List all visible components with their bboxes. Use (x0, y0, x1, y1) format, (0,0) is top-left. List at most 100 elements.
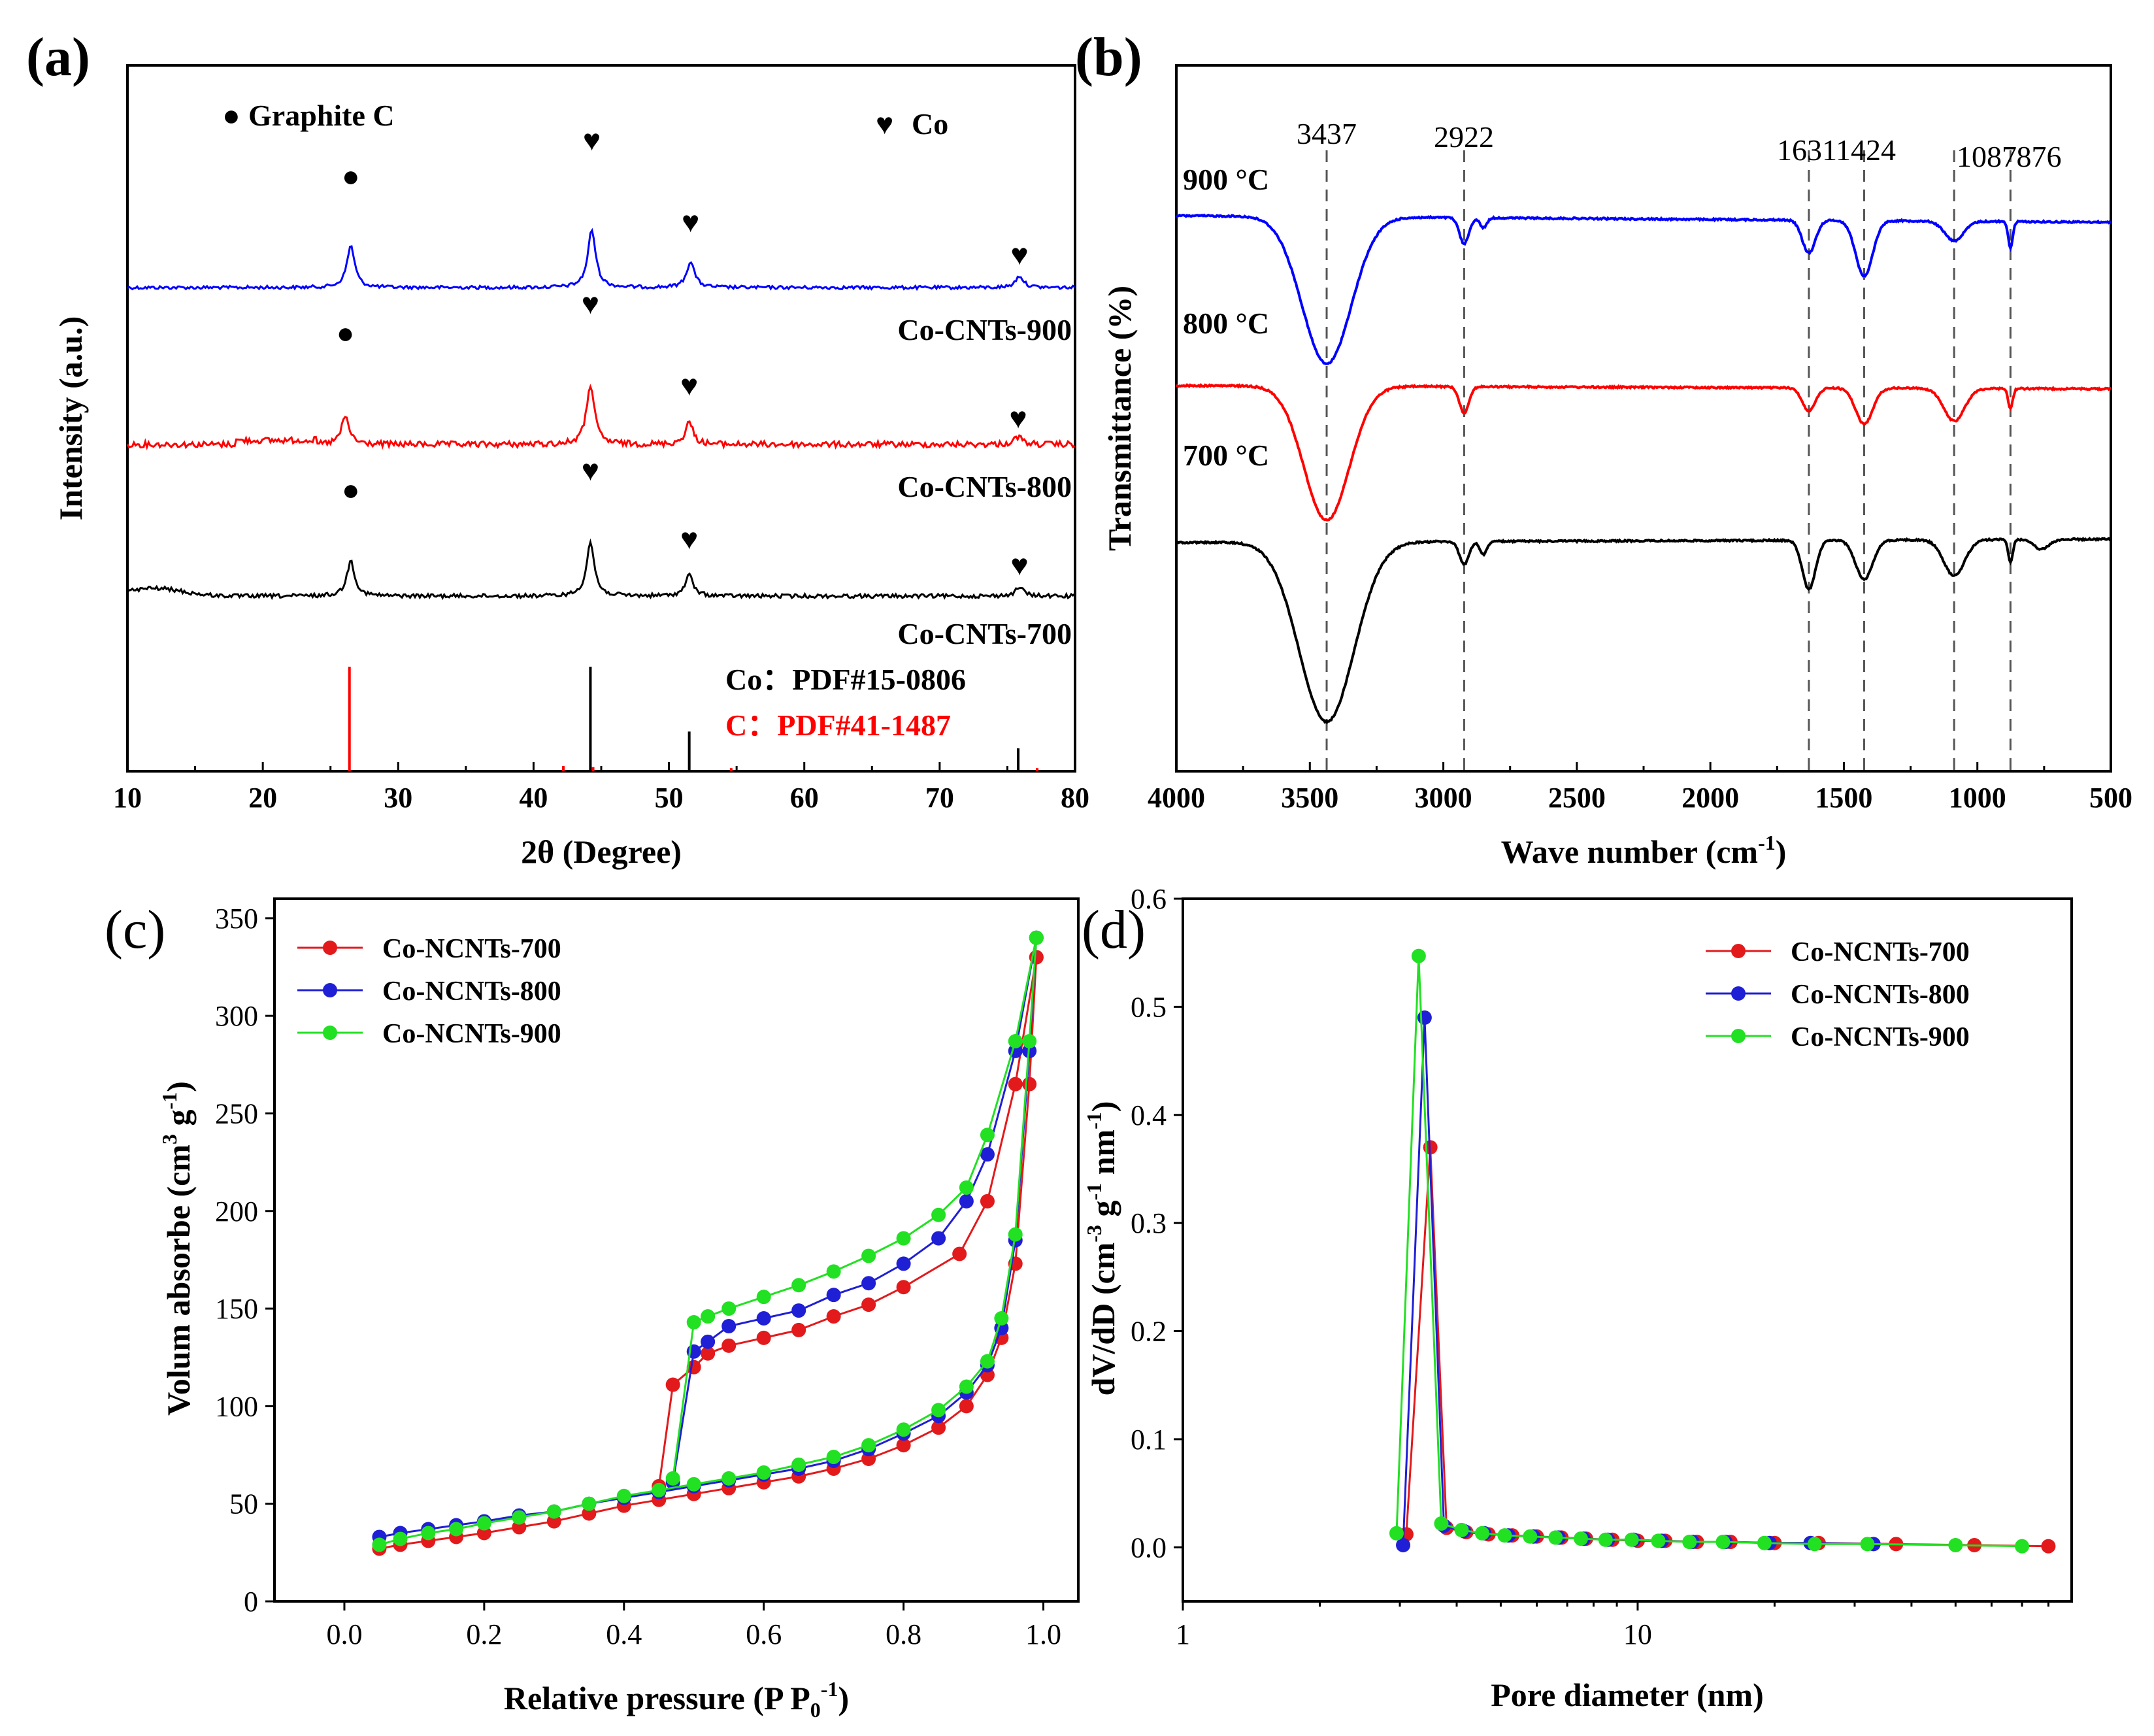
isotherm-point (980, 1194, 995, 1209)
a-xtick-label: 50 (655, 782, 684, 814)
isotherm-line-0-des (657, 957, 1038, 1487)
isotherm-point (701, 1346, 716, 1361)
co-marker: ♥ (680, 369, 698, 402)
panel-d-ylabel: dV/dD (cm-3 g-1 nm-1) (1082, 1101, 1121, 1396)
pore-point (1715, 1535, 1731, 1550)
co-marker: ♥ (582, 287, 599, 320)
panel-d-ylabel-mid: g (1085, 1201, 1121, 1226)
graphite-marker: ● (337, 316, 355, 350)
pore-point (1454, 1522, 1469, 1537)
panel-d-frame (1182, 897, 2073, 1603)
legend-label: Co-NCNTs-800 (1791, 980, 1970, 1010)
isotherm-point (896, 1280, 911, 1295)
panel-c-ylabel-mid: g (160, 1109, 197, 1134)
panel-c-label: (c) (105, 899, 165, 960)
c-ytick-label: 0 (244, 1586, 258, 1618)
pore-point (1434, 1516, 1449, 1531)
c-xtick-label: 0.6 (746, 1618, 782, 1650)
panel-d-pore: (d) 1 10 0.0 0.1 0.2 0.3 0.4 0.5 0.6 Pore diamet… (1082, 883, 2073, 1713)
b-xtick-label: 4000 (1148, 782, 1205, 814)
series-label-co-cnts-700: Co-CNTs-700 (897, 617, 1072, 650)
pore-line-0 (1405, 1147, 2049, 1548)
pore-point (1948, 1538, 1963, 1552)
panel-c-isotherm: (c) 0.0 0.2 0.4 0.6 0.8 1.0 0 50 100 150 200 250 300… (105, 897, 1080, 1722)
legend-label: Co-NCNTs-700 (1791, 937, 1970, 967)
isotherm-point (721, 1338, 737, 1353)
isotherm-point (952, 1246, 967, 1261)
c-ytick-label: 150 (215, 1293, 258, 1325)
peak-label: 3437 (1297, 117, 1357, 150)
series-label-700c: 700 °C (1183, 439, 1269, 472)
panel-d-ylabel-mid2: nm (1085, 1129, 1121, 1183)
graphite-marker: ● (342, 159, 360, 193)
a-xtick-label: 60 (790, 782, 819, 814)
b-xtick-label: 3000 (1415, 782, 1472, 814)
isotherm-point (701, 1309, 716, 1324)
isotherm-point (931, 1207, 946, 1222)
pore-point (1651, 1533, 1666, 1548)
isotherm-point (896, 1438, 911, 1453)
pore-point (1497, 1528, 1512, 1543)
c-ytick-label: 100 (215, 1390, 258, 1422)
c-ytick-label: 300 (215, 1000, 258, 1032)
d-ytick-label: 0.2 (1131, 1316, 1167, 1348)
isotherm-point (980, 1127, 995, 1143)
peak-label: 1424 (1836, 133, 1896, 167)
c-xtick-label: 0.4 (606, 1618, 642, 1650)
b-xtick-label: 500 (2089, 782, 2132, 814)
c-xtick-label: 0.0 (326, 1618, 362, 1650)
panel-a-xrd: (a) 10 20 30 40 50 60 70 80 2θ (Degree) Intensi… (26, 27, 1089, 870)
isotherm-point (756, 1465, 771, 1480)
panel-c-ylabel-sup2: -1 (157, 1092, 181, 1110)
peak-label: 1631 (1777, 133, 1837, 167)
pore-point (1411, 948, 1426, 963)
co-legend: Co (912, 107, 948, 141)
pore-point (1474, 1526, 1489, 1541)
panel-d-ylabel-sup3: -1 (1082, 1112, 1106, 1129)
isotherm-point (393, 1531, 408, 1546)
d-ytick-label: 0.0 (1131, 1531, 1167, 1563)
isotherm-point (896, 1256, 911, 1271)
c-ytick-label: 50 (229, 1488, 258, 1520)
c-ytick-label: 250 (215, 1097, 258, 1129)
panel-c-xlabel-sub: 0 (810, 1698, 821, 1722)
pore-point (1860, 1537, 1875, 1552)
isotherm-point (994, 1311, 1009, 1326)
panel-b-xticks: 4000 3500 3000 2500 2000 1500 1000 500 (1148, 762, 2132, 814)
isotherm-point (861, 1276, 876, 1291)
panel-b-label: (b) (1075, 27, 1142, 88)
panel-a-ylabel: Intensity (a.u.) (52, 316, 89, 521)
peak-label: 876 (2017, 140, 2062, 173)
pore-point (1573, 1531, 1588, 1546)
panel-c-ylabel-end: ) (160, 1081, 197, 1092)
a-xtick-label: 70 (925, 782, 954, 814)
a-xtick-label: 80 (1061, 782, 1089, 814)
panel-c-xlabel-main: Relative pressure (P P (504, 1680, 810, 1716)
isotherm-point (686, 1314, 701, 1329)
panel-a-xlabel: 2θ (Degree) (521, 833, 682, 870)
panel-d-ylabel-end: ) (1085, 1101, 1121, 1112)
co-symbol: ♥ (876, 107, 893, 141)
d-ytick-label: 0.5 (1131, 991, 1167, 1023)
pore-point (1757, 1535, 1772, 1550)
series-label-900c: 900 °C (1183, 163, 1269, 196)
isotherm-point (372, 1537, 387, 1552)
isotherm-point (861, 1438, 876, 1453)
isotherm-point (791, 1322, 806, 1337)
ftir-line-0 (1176, 213, 2112, 365)
co-marker: ♥ (583, 124, 601, 157)
panel-d-ylabel-sup: -3 (1082, 1225, 1106, 1243)
panel-c-xlabel-sup: -1 (821, 1677, 838, 1701)
legend-label: Co-NCNTs-900 (1791, 1022, 1970, 1052)
panel-d-legend: Co-NCNTs-700 Co-NCNTs-800 Co-NCNTs-900 (1706, 937, 1970, 1052)
xrd-line-0 (127, 227, 1075, 292)
isotherm-point (896, 1231, 911, 1246)
ftir-line-2 (1175, 537, 2112, 724)
isotherm-point (721, 1301, 737, 1316)
panel-d-xlabel: Pore diameter (nm) (1491, 1677, 1763, 1713)
legend-marker (1731, 986, 1746, 1001)
peak-label: 2922 (1434, 120, 1494, 154)
co-marker: ♥ (682, 205, 699, 239)
isotherm-point (616, 1488, 631, 1503)
